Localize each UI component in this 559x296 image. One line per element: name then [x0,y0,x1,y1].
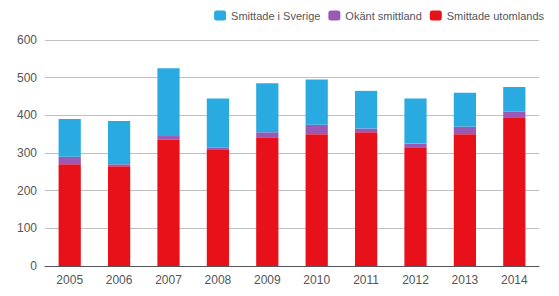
svg-text:600: 600 [17,33,37,47]
svg-text:2009: 2009 [254,273,281,287]
svg-text:300: 300 [17,146,37,160]
svg-text:200: 200 [17,184,37,198]
svg-text:0: 0 [30,259,37,273]
svg-text:2007: 2007 [155,273,182,287]
svg-text:2008: 2008 [205,273,232,287]
svg-text:2011: 2011 [353,273,379,287]
svg-text:2013: 2013 [452,273,479,287]
svg-text:Smittade utomlands: Smittade utomlands [447,10,545,22]
svg-text:Okänt smittland: Okänt smittland [345,10,421,22]
svg-text:2006: 2006 [106,273,133,287]
svg-text:100: 100 [17,221,37,235]
svg-text:Smittade i Sverige: Smittade i Sverige [231,10,320,22]
svg-text:400: 400 [17,108,37,122]
svg-text:2010: 2010 [303,273,330,287]
svg-text:2014: 2014 [501,273,528,287]
svg-text:2005: 2005 [56,273,83,287]
svg-text:500: 500 [17,71,37,85]
svg-text:2012: 2012 [402,273,429,287]
